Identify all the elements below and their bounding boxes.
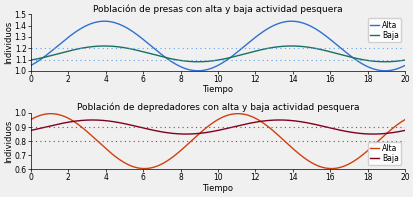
Alta [323,35,328,37]
Alta [328,167,333,170]
Alta [200,69,205,72]
Line: Alta: Alta [31,21,404,71]
Alta [47,51,52,54]
Baja [323,126,328,128]
Baja [28,129,33,132]
Y-axis label: Individuos: Individuos [4,120,13,163]
Alta [391,126,396,128]
Baja [28,59,33,61]
Alta [195,70,200,72]
Line: Baja: Baja [31,46,404,62]
Y-axis label: Individuos: Individuos [4,21,13,64]
Baja [391,131,396,134]
Legend: Alta, Baja: Alta, Baja [367,18,400,42]
Alta [401,64,406,67]
Alta [323,167,328,169]
Alta [210,122,215,124]
Alta [102,20,107,22]
Baja [102,45,107,47]
Baja [401,129,406,132]
Alta [401,118,406,121]
Alta [200,129,205,132]
Baja [183,133,188,135]
Legend: Alta, Baja: Alta, Baja [367,142,400,165]
Baja [200,60,205,63]
Baja [391,60,396,63]
Alta [391,126,396,128]
Baja [401,59,406,61]
Alta [210,66,215,69]
Title: Población de presas con alta y baja actividad pesquera: Población de presas con alta y baja acti… [93,4,342,14]
X-axis label: Tiempo: Tiempo [202,85,233,94]
Baja [47,125,52,127]
Alta [28,118,33,121]
Baja [276,119,281,121]
Alta [235,112,240,115]
Alta [47,112,52,115]
Line: Baja: Baja [31,120,404,134]
Baja [391,131,396,134]
Alta [391,68,396,71]
Title: Población de depredadores con alta y baja actividad pesquera: Población de depredadores con alta y baj… [76,103,358,112]
Line: Alta: Alta [31,114,404,169]
Baja [210,59,215,62]
Baja [200,132,205,134]
Baja [47,55,52,57]
Alta [28,64,33,67]
Baja [210,130,215,133]
Baja [195,61,200,63]
Alta [391,68,396,71]
Baja [323,49,328,52]
X-axis label: Tiempo: Tiempo [202,184,233,193]
Baja [391,60,396,63]
